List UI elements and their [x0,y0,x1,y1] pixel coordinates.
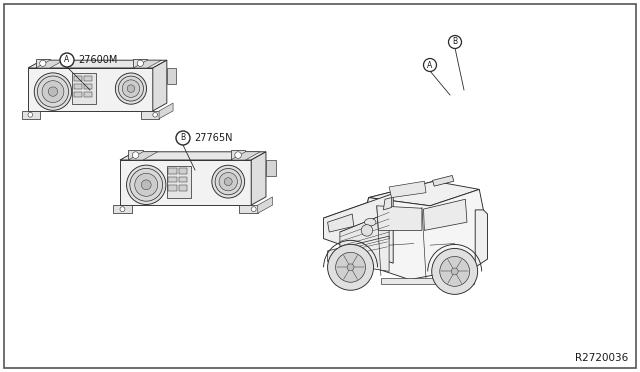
Polygon shape [360,181,434,237]
Circle shape [224,178,232,186]
Circle shape [42,81,64,103]
Circle shape [335,252,365,282]
Circle shape [137,60,143,67]
Polygon shape [328,214,354,232]
Circle shape [122,80,140,97]
Polygon shape [153,60,167,111]
Polygon shape [133,60,161,68]
Polygon shape [128,152,157,160]
Polygon shape [377,206,422,230]
Circle shape [451,268,458,275]
FancyBboxPatch shape [74,76,82,81]
Text: 27600M: 27600M [78,55,117,65]
Polygon shape [120,152,266,160]
Circle shape [135,173,157,196]
FancyBboxPatch shape [74,84,82,89]
Polygon shape [36,60,64,68]
Circle shape [132,152,139,158]
Circle shape [449,35,461,48]
Polygon shape [340,212,389,251]
Circle shape [40,60,46,67]
Polygon shape [120,160,251,205]
Circle shape [215,169,241,195]
Circle shape [251,207,256,212]
FancyBboxPatch shape [72,73,96,105]
Polygon shape [328,236,389,272]
Polygon shape [424,199,467,230]
Polygon shape [266,160,276,176]
Circle shape [120,207,125,212]
Circle shape [424,58,436,71]
Text: B: B [452,38,458,46]
Polygon shape [348,189,483,280]
Polygon shape [369,181,479,206]
Polygon shape [381,278,474,284]
FancyBboxPatch shape [168,185,177,191]
Circle shape [153,112,157,117]
Text: R2720036: R2720036 [575,353,628,363]
Polygon shape [113,205,132,213]
Circle shape [28,112,33,117]
Circle shape [235,152,241,158]
FancyBboxPatch shape [179,177,188,182]
Text: A: A [428,61,433,70]
Circle shape [440,256,470,286]
Polygon shape [167,68,176,84]
Polygon shape [159,103,173,119]
Polygon shape [323,193,393,263]
Polygon shape [239,205,258,213]
Text: A: A [65,55,70,64]
FancyBboxPatch shape [168,168,177,174]
Circle shape [60,53,74,67]
Polygon shape [258,197,273,213]
FancyBboxPatch shape [84,92,92,97]
Polygon shape [389,181,426,198]
Circle shape [127,165,166,205]
Circle shape [34,73,72,110]
Polygon shape [28,68,153,111]
Polygon shape [36,59,50,68]
Polygon shape [475,210,488,267]
FancyBboxPatch shape [74,92,82,97]
Polygon shape [22,111,40,119]
Circle shape [361,225,372,236]
Circle shape [118,76,143,101]
Polygon shape [230,150,246,160]
Polygon shape [141,111,159,119]
Polygon shape [323,193,430,237]
Circle shape [48,87,58,96]
Circle shape [115,73,147,104]
Circle shape [130,169,163,201]
Polygon shape [133,59,147,68]
FancyBboxPatch shape [84,76,92,81]
FancyBboxPatch shape [179,168,188,174]
Text: B: B [180,134,186,142]
Circle shape [212,165,244,198]
Polygon shape [28,60,167,68]
FancyBboxPatch shape [179,185,188,191]
Circle shape [127,85,134,92]
Polygon shape [433,176,454,186]
Polygon shape [251,152,266,205]
Polygon shape [383,198,392,210]
Circle shape [219,173,237,191]
Circle shape [37,76,68,107]
Circle shape [328,244,374,290]
FancyBboxPatch shape [168,177,177,182]
Circle shape [141,180,151,190]
FancyBboxPatch shape [167,166,191,198]
FancyBboxPatch shape [84,84,92,89]
Circle shape [176,131,190,145]
Polygon shape [230,152,260,160]
Polygon shape [128,150,143,160]
Circle shape [432,248,477,294]
Text: 27765N: 27765N [194,133,232,143]
Ellipse shape [365,218,376,226]
Circle shape [347,264,354,271]
